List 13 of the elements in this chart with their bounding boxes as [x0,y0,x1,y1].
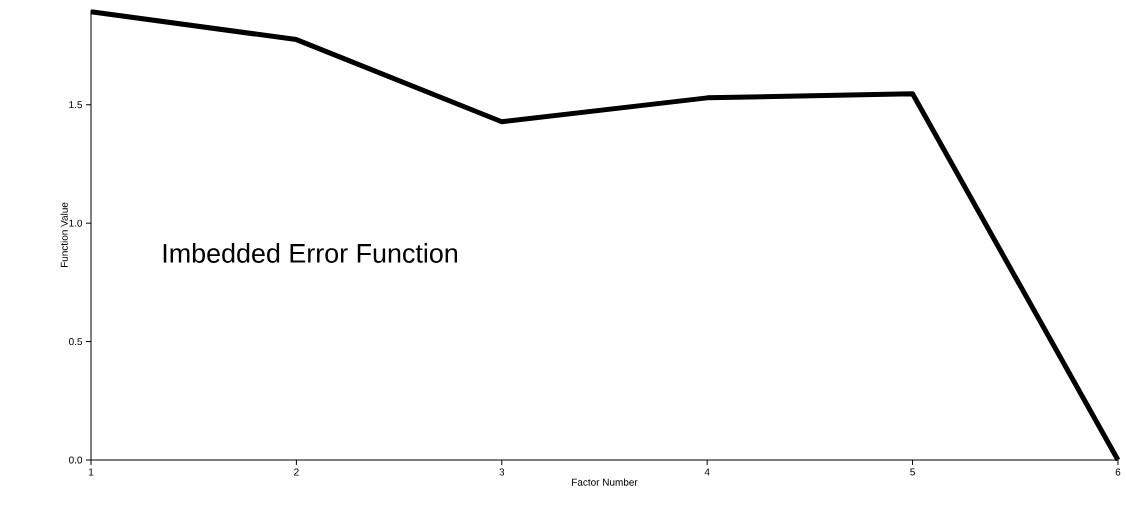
x-tick-label: 1 [89,468,94,476]
y-tick-label: 1.0 [69,219,83,227]
x-tick-label: 4 [704,468,710,476]
x-tick-label: 5 [910,468,915,476]
y-tick-label: 0.0 [69,456,83,464]
x-axis-title: Factor Number [572,478,638,486]
y-tick-label: 0.5 [69,338,83,346]
x-tick-label: 2 [294,468,299,476]
annotation: Imbedded Error Function [163,243,458,263]
x-tick-label: 3 [499,468,505,476]
y-tick-label: 1.5 [69,101,83,109]
x-tick-label: 6 [1115,468,1121,476]
y-axis-title: Function Value [60,202,68,268]
